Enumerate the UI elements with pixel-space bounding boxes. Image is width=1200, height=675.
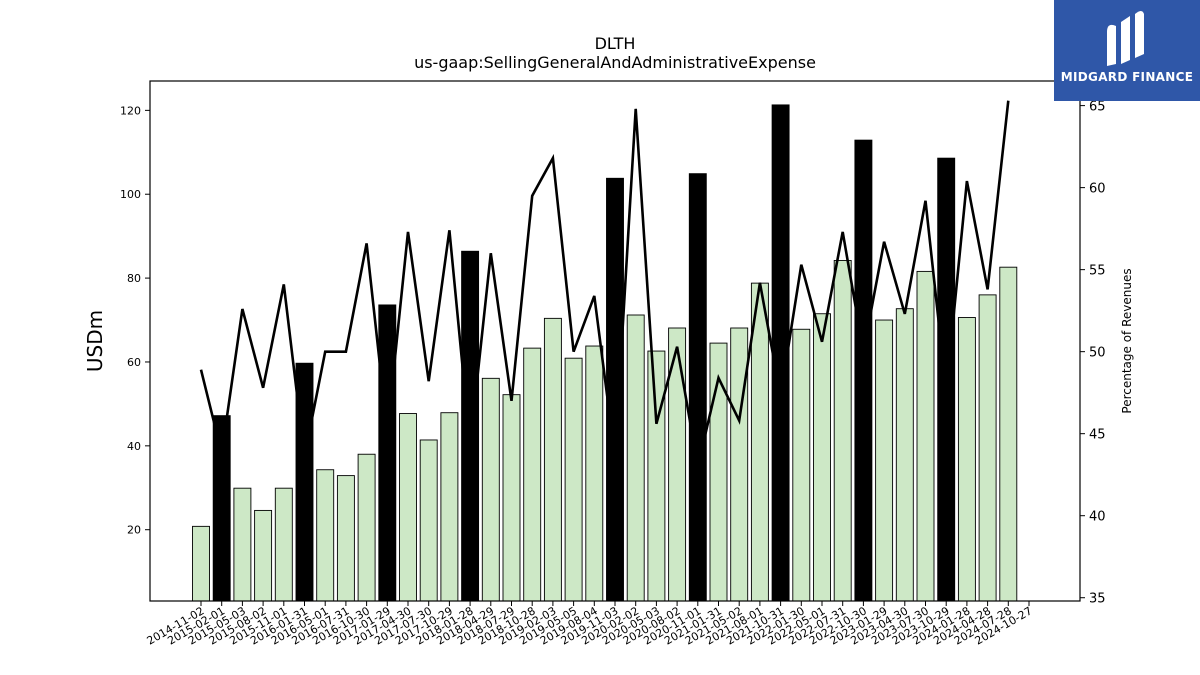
logo-text: MIDGARD FINANCE: [1060, 70, 1194, 84]
line-series: [199, 100, 1010, 467]
bar: [895, 308, 914, 602]
bar: [854, 139, 873, 602]
bar: [481, 377, 500, 602]
y-tick-label: 40: [127, 440, 141, 453]
bar: [792, 328, 811, 602]
y-tick-label: 80: [127, 272, 141, 285]
bar: [626, 314, 645, 602]
y-axis-label: USDm: [83, 310, 107, 372]
y-tick-label: 120: [120, 104, 141, 117]
bar: [688, 173, 707, 602]
bar: [999, 266, 1018, 602]
bar: [564, 357, 583, 602]
bar: [647, 350, 666, 602]
y2-tick-label: 65: [1089, 100, 1106, 115]
bar: [523, 347, 542, 602]
y2-axis-label: Percentage of Revenues: [1120, 268, 1134, 413]
y2-tick-label: 60: [1089, 182, 1106, 197]
bar: [730, 327, 749, 602]
bar: [316, 469, 335, 602]
y-tick-label: 20: [127, 524, 141, 537]
y2-tick-label: 55: [1089, 264, 1106, 279]
bar: [419, 439, 438, 602]
bar: [233, 487, 252, 602]
logo-mark-icon: [1107, 11, 1144, 66]
y2-tick-label: 35: [1089, 592, 1106, 607]
y-tick-label: 100: [120, 188, 141, 201]
y2-tick-label: 50: [1089, 346, 1106, 361]
bar-series: [192, 104, 1018, 602]
bar: [254, 509, 273, 602]
bar: [916, 270, 935, 602]
y2-tick-label: 40: [1089, 510, 1106, 525]
brand-logo: MIDGARD FINANCE: [1054, 0, 1200, 101]
y-tick-label: 60: [127, 356, 141, 369]
bar: [502, 394, 521, 602]
bar: [336, 475, 355, 602]
bar: [585, 345, 604, 602]
bar: [957, 317, 976, 602]
bar: [440, 412, 459, 602]
bar: [978, 294, 997, 602]
bar: [833, 260, 852, 602]
bar: [212, 415, 231, 602]
bar: [274, 487, 293, 602]
bar: [192, 525, 210, 602]
chart-subtitle: us-gaap:SellingGeneralAndAdministrativeE…: [414, 53, 816, 72]
bar: [461, 250, 480, 602]
bar: [543, 317, 562, 602]
bar: [357, 453, 376, 602]
bar: [875, 319, 894, 602]
y2-tick-label: 45: [1089, 428, 1106, 443]
line-path: [199, 100, 1010, 467]
bar: [813, 313, 831, 602]
bar: [606, 177, 624, 602]
bar: [399, 413, 417, 602]
chart-title: DLTH: [595, 34, 636, 53]
bar: [378, 304, 397, 602]
